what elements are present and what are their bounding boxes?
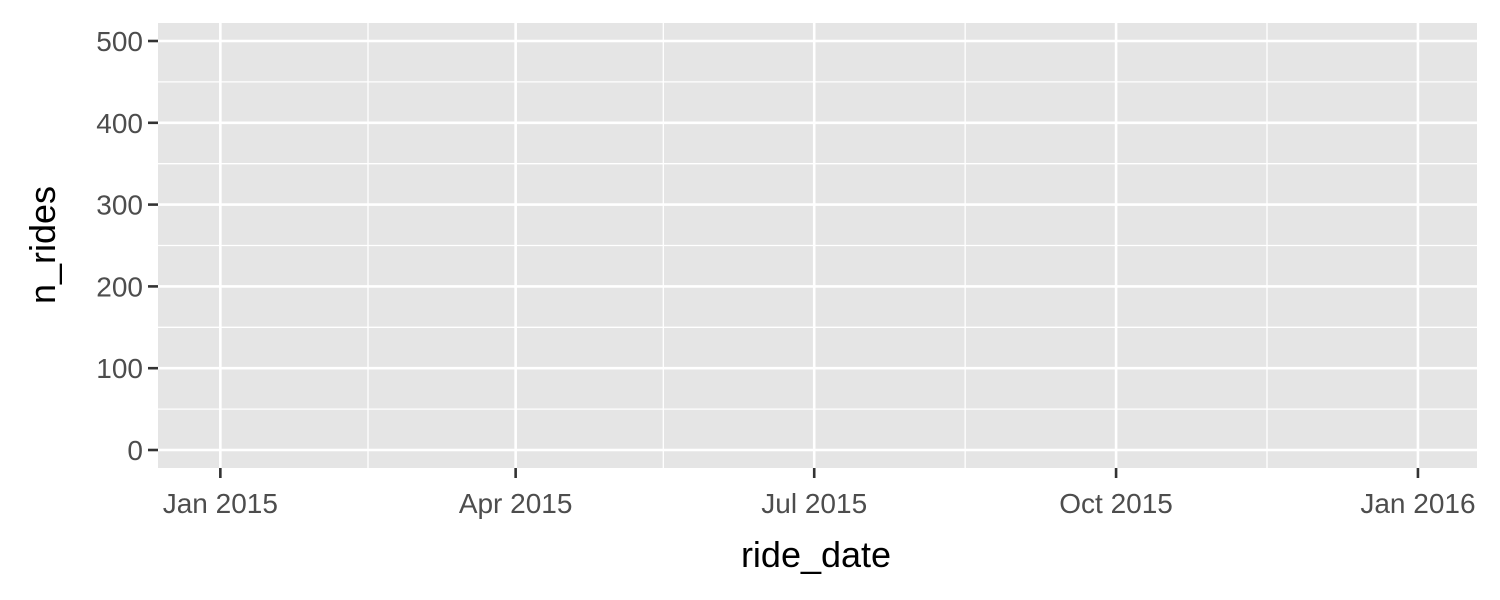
y-tick-label: 200 [96, 271, 143, 302]
x-tick-label: Jan 2016 [1360, 488, 1475, 519]
y-tick-label: 100 [96, 353, 143, 384]
y-tick-label: 400 [96, 108, 143, 139]
y-tick-label: 500 [96, 26, 143, 57]
x-tick-label: Apr 2015 [459, 488, 573, 519]
y-axis: 0 100 200 300 400 500 [96, 26, 158, 466]
y-axis-title: n_rides [22, 186, 63, 304]
x-axis: Jan 2015 Apr 2015 Jul 2015 Oct 2015 Jan 2016 [163, 468, 1476, 519]
y-tick-label: 0 [127, 435, 143, 466]
y-tick-label: 300 [96, 190, 143, 221]
x-tick-label: Jan 2015 [163, 488, 278, 519]
major-gridlines [158, 23, 1477, 468]
x-tick-label: Oct 2015 [1059, 488, 1173, 519]
x-tick-label: Jul 2015 [761, 488, 867, 519]
minor-gridlines [158, 23, 1477, 468]
x-axis-title: ride_date [741, 534, 891, 575]
